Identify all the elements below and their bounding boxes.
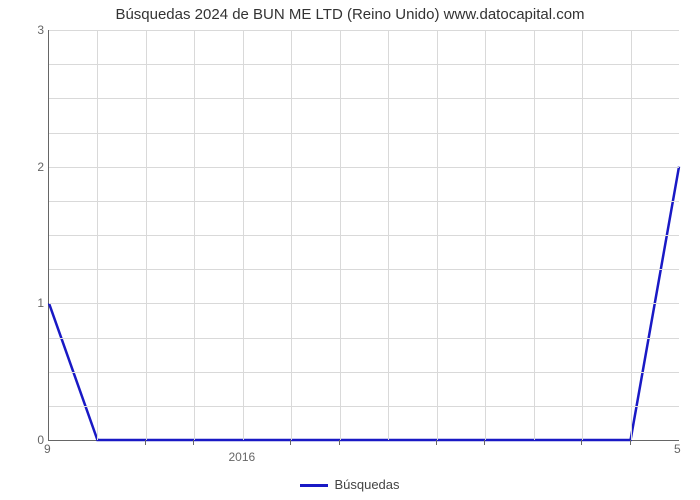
gridline-v [485,30,486,440]
y-tick-label: 2 [37,160,44,174]
legend-label: Búsquedas [334,477,399,492]
gridline-v [437,30,438,440]
legend-swatch [300,484,328,487]
gridline-v [388,30,389,440]
x-tick [339,440,340,445]
x-tick [484,440,485,445]
gridline-v [97,30,98,440]
gridline-h [49,303,679,304]
y-tick-label: 3 [37,23,44,37]
chart-container: Búsquedas 2024 de BUN ME LTD (Reino Unid… [0,0,700,500]
gridline-v [340,30,341,440]
gridline-v [146,30,147,440]
gridline-h [49,338,679,339]
gridline-h [49,201,679,202]
gridline-v [243,30,244,440]
plot-area [48,30,679,441]
gridline-h [49,167,679,168]
gridline-h [49,64,679,65]
gridline-v [534,30,535,440]
gridline-v [194,30,195,440]
gridline-v [631,30,632,440]
x-tick [581,440,582,445]
x-tick [436,440,437,445]
x-left-label: 9 [44,442,51,456]
gridline-v [291,30,292,440]
gridline-h [49,372,679,373]
gridline-h [49,269,679,270]
chart-title: Búsquedas 2024 de BUN ME LTD (Reino Unid… [0,6,700,23]
x-tick [193,440,194,445]
gridline-h [49,406,679,407]
y-tick-label: 0 [37,433,44,447]
gridline-h [49,98,679,99]
x-tick [630,440,631,445]
x-center-label: 2016 [228,450,255,464]
gridline-v [582,30,583,440]
legend: Búsquedas [0,477,700,492]
y-tick-label: 1 [37,296,44,310]
x-tick [145,440,146,445]
gridline-h [49,133,679,134]
gridline-h [49,30,679,31]
x-tick [290,440,291,445]
x-right-label: 5 [674,442,681,456]
gridline-h [49,235,679,236]
